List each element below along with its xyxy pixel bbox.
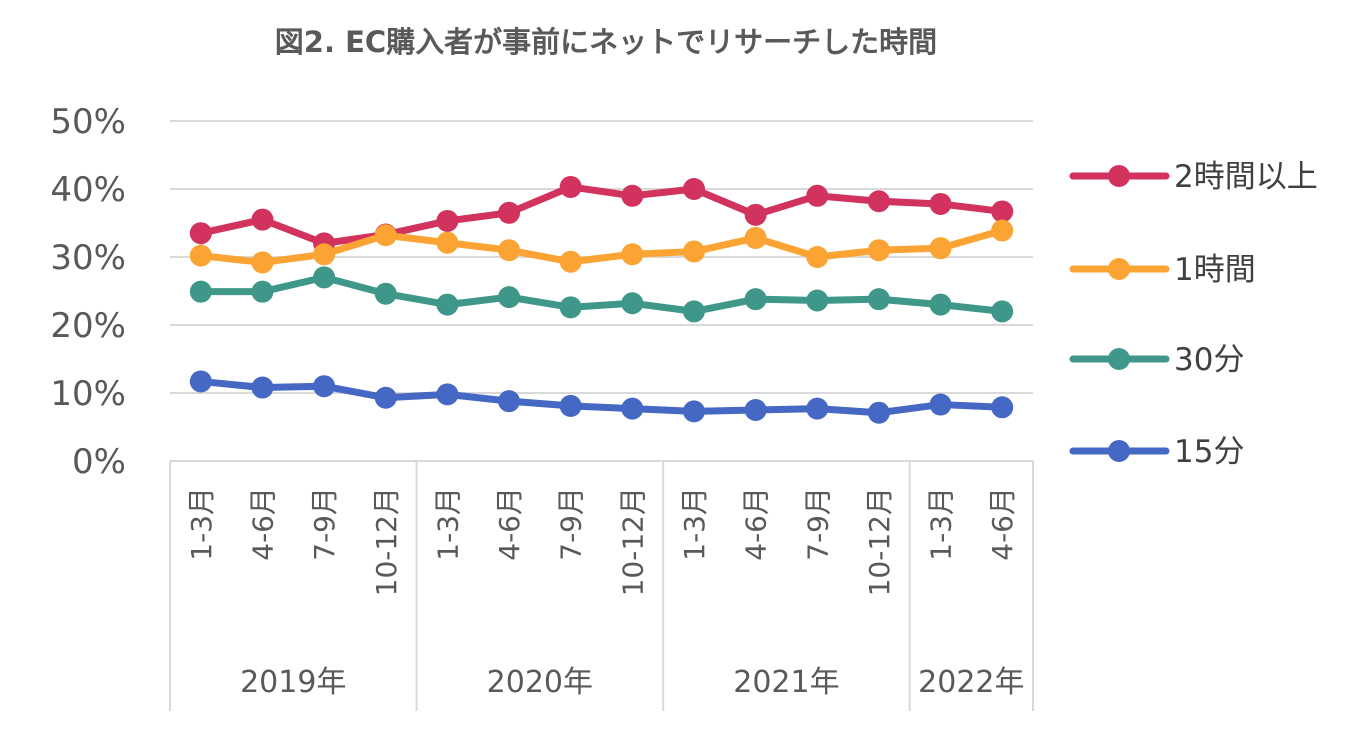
data-point xyxy=(682,400,705,423)
x-tick-label: 10-12月 xyxy=(616,487,649,596)
data-point xyxy=(436,293,459,316)
data-point xyxy=(682,178,705,200)
data-point xyxy=(929,393,952,416)
data-point xyxy=(189,370,212,393)
data-point xyxy=(991,219,1014,242)
data-point xyxy=(189,244,212,267)
data-point xyxy=(621,243,644,266)
x-tick-label: 1-3月 xyxy=(678,487,711,561)
data-point xyxy=(374,386,397,409)
x-tick-label: 1-3月 xyxy=(431,487,464,561)
legend-swatch-marker xyxy=(1108,258,1130,280)
data-point xyxy=(251,280,274,303)
x-tick-label: 10-12月 xyxy=(863,487,896,596)
legend-label: 1時間 xyxy=(1174,252,1256,288)
x-tick-label: 1-3月 xyxy=(925,487,958,561)
data-point xyxy=(682,300,705,323)
year-group-label: 2022年 xyxy=(918,665,1024,700)
x-axis: 2019年 2020年 2021年 2022年 1-3月 4-6月 7-9月 10-12月 1-… xyxy=(169,460,1034,711)
legend-swatch-marker xyxy=(1108,165,1130,187)
data-point xyxy=(744,288,767,311)
data-point xyxy=(744,226,767,249)
y-axis: 0% 10% 20% 30% 40% 50% xyxy=(50,102,126,482)
data-point xyxy=(189,222,212,245)
data-point xyxy=(559,296,582,319)
legend-swatch-marker xyxy=(1108,440,1130,462)
x-tick-label: 7-9月 xyxy=(308,487,341,561)
data-point xyxy=(498,390,521,413)
chart-title: 図2. EC購入者が事前にネットでリサーチした時間 xyxy=(275,25,937,59)
data-point xyxy=(559,175,582,198)
data-point xyxy=(806,184,829,207)
data-point xyxy=(251,376,274,399)
data-point xyxy=(374,282,397,305)
y-tick-label: 0% xyxy=(72,442,126,482)
y-tick-label: 30% xyxy=(50,238,126,278)
data-point xyxy=(806,246,829,268)
data-point xyxy=(867,239,890,262)
legend-label: 30分 xyxy=(1174,342,1244,378)
year-group-label: 2019年 xyxy=(240,665,346,700)
data-point xyxy=(313,266,336,289)
series-group xyxy=(189,175,1014,424)
x-tick-label: 4-6月 xyxy=(246,487,279,561)
data-point xyxy=(744,203,767,226)
year-group-label: 2020年 xyxy=(487,665,593,700)
data-point xyxy=(189,280,212,303)
data-point xyxy=(374,224,397,247)
data-point xyxy=(313,243,336,266)
y-tick-label: 10% xyxy=(50,374,126,414)
x-tick-label: 10-12月 xyxy=(370,487,403,596)
legend-label: 15分 xyxy=(1174,434,1244,470)
y-tick-label: 40% xyxy=(50,170,126,210)
data-point xyxy=(867,190,890,213)
x-tick-label: 4-6月 xyxy=(986,487,1019,561)
data-point xyxy=(682,240,705,263)
data-point xyxy=(498,239,521,262)
data-point xyxy=(991,200,1014,223)
x-tick-label: 4-6月 xyxy=(493,487,526,561)
data-point xyxy=(621,184,644,207)
legend: 2時間以上 1時間 30分 15分 xyxy=(1069,159,1318,470)
data-point xyxy=(929,293,952,316)
data-point xyxy=(806,289,829,312)
data-point xyxy=(436,383,459,406)
data-point xyxy=(436,231,459,254)
x-tick-label: 1-3月 xyxy=(185,487,218,561)
data-point xyxy=(929,192,952,215)
data-point xyxy=(498,286,521,309)
x-tick-label: 7-9月 xyxy=(801,487,834,561)
year-group-label: 2021年 xyxy=(733,665,839,700)
legend-label: 2時間以上 xyxy=(1174,159,1318,195)
data-point xyxy=(498,201,521,224)
x-tick-label: 7-9月 xyxy=(555,487,588,561)
data-point xyxy=(991,396,1014,419)
data-point xyxy=(436,209,459,232)
data-point xyxy=(621,292,644,315)
x-tick-label: 4-6月 xyxy=(740,487,773,561)
data-point xyxy=(251,208,274,231)
data-point xyxy=(744,399,767,421)
y-tick-label: 50% xyxy=(50,102,126,142)
data-point xyxy=(559,394,582,417)
data-point xyxy=(313,375,336,398)
data-point xyxy=(251,251,274,274)
data-point xyxy=(559,250,582,273)
data-point xyxy=(806,397,829,420)
data-point xyxy=(929,237,952,260)
data-point xyxy=(867,288,890,311)
data-point xyxy=(991,300,1014,323)
y-tick-label: 20% xyxy=(50,306,126,346)
legend-swatch-marker xyxy=(1108,348,1130,370)
data-point xyxy=(867,401,890,424)
data-point xyxy=(621,397,644,420)
